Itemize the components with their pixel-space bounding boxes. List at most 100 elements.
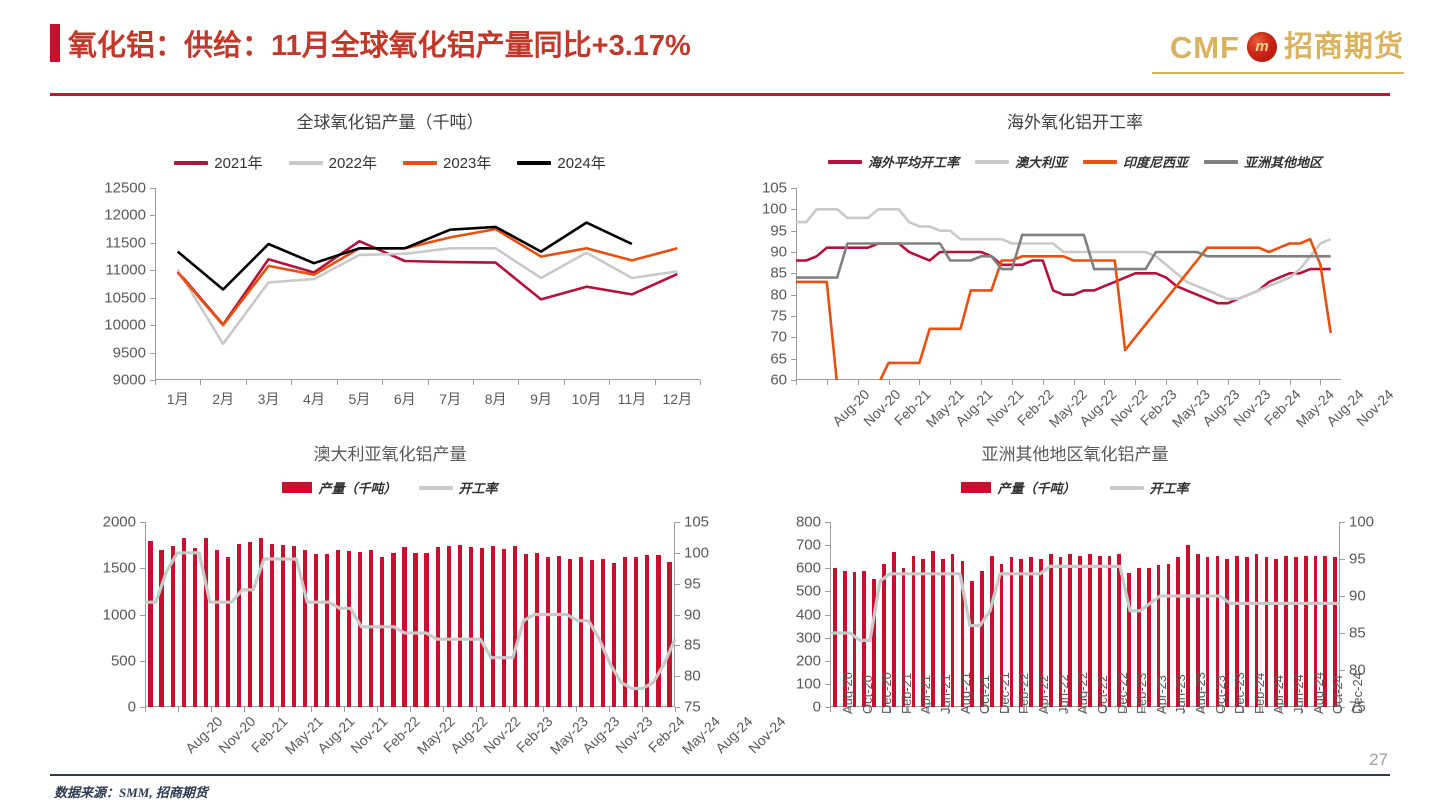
p4-xlabel: Aug-24: [1310, 672, 1326, 714]
legend-label: 开工率: [1149, 481, 1189, 496]
p4-ytick-right-tick: [1340, 633, 1345, 634]
bar: [1303, 555, 1308, 707]
legend-item-0[interactable]: 产量（千吨）: [961, 478, 1076, 497]
bar: [623, 557, 628, 707]
bar: [325, 554, 330, 707]
chart1-title: 全球氧化铝产量（千吨）: [296, 113, 484, 132]
p4-xlabel: Dec-22: [1114, 672, 1130, 714]
p3-xtick: [443, 707, 445, 712]
chart1-ytick-label: 12000: [104, 206, 146, 224]
chart2-ytick-label: 60: [770, 371, 787, 389]
chart1-xtick: [518, 380, 520, 385]
p4-ytick-left-tick: [825, 614, 830, 616]
page-header: 氧化铝：供给：11月全球氧化铝产量同比+3.17% CMF m 招商期货: [0, 0, 1440, 96]
p3-ytick-right-label: 90: [684, 606, 701, 623]
p4-xlabel: Oct-21: [977, 674, 993, 714]
chart1-ytick-tick: [150, 380, 155, 381]
p4-xlabel: Oct-24: [1330, 674, 1346, 714]
p4-xtick: [1006, 707, 1008, 712]
legend-item-0[interactable]: 产量（千吨）: [282, 478, 397, 497]
p3-ytick-left-tick: [140, 522, 145, 523]
p4-xtick: [1104, 707, 1106, 712]
p4-xlabel: Aug-23: [1192, 672, 1208, 714]
p4-xlabel: Feb-22: [1016, 672, 1032, 714]
chart2-y-axis: [796, 188, 797, 380]
legend-bar-swatch: [961, 482, 992, 493]
chart2-xtick: [888, 380, 890, 385]
chart2-ytick-tick: [791, 358, 796, 360]
legend-label: 澳大利亚: [1014, 155, 1067, 170]
legend-line-swatch: [418, 485, 453, 490]
bar: [501, 548, 506, 707]
p4-xlabel: Feb-23: [1134, 672, 1150, 714]
bar: [667, 561, 672, 707]
legend-line-swatch: [974, 159, 1009, 164]
chart1-xlabel: 1月: [166, 391, 189, 407]
p4-xlabel: Aug-22: [1075, 672, 1091, 714]
chart2-ytick-label: 65: [770, 350, 787, 368]
chart4-plot: 800 700 600 500 400 300 200 100 0 100 95 90 85 80 75 Au…: [796, 514, 1374, 716]
chart1-xlabel: 6月: [393, 391, 416, 407]
legend-item-0[interactable]: 2021年: [174, 152, 263, 173]
chart2-xtick: [1011, 380, 1013, 385]
chart1-xlabel: 9月: [530, 391, 552, 407]
page-title: 氧化铝：供给：11月全球氧化铝产量同比+3.17%: [68, 30, 691, 62]
legend-item-1[interactable]: 开工率: [418, 478, 498, 497]
bar: [1088, 554, 1092, 707]
bar: [214, 549, 219, 707]
p3-xtick: [343, 707, 345, 712]
legend-item-1[interactable]: 澳大利亚: [974, 152, 1067, 171]
chart3-legend: 产量（千吨） 开工率: [50, 478, 730, 497]
legend-item-1[interactable]: 开工率: [1109, 478, 1189, 497]
bar: [950, 554, 955, 707]
legend-label: 印度尼西亚: [1123, 155, 1189, 170]
bar: [921, 559, 926, 707]
bar: [645, 555, 650, 707]
bar: [579, 557, 584, 707]
chart1-plot: 12500 12000 11500 11000 10500 10000 9500 9000 1月…: [104, 180, 701, 407]
legend-item-2[interactable]: 印度尼西亚: [1083, 152, 1188, 171]
legend-item-3[interactable]: 2024年: [517, 152, 606, 173]
p3-xlabel: May-24: [679, 713, 724, 758]
chart1-xtick: [609, 380, 611, 385]
p4-xtick: [1340, 707, 1341, 712]
legend-label: 2021年: [214, 155, 263, 172]
p4-ytick-left-tick: [825, 568, 830, 570]
bar: [314, 554, 319, 707]
p4-xtick: [1065, 707, 1067, 712]
bar: [656, 555, 661, 707]
bar: [269, 544, 275, 707]
bar: [203, 537, 208, 707]
chart3-y-axis-right: [674, 522, 675, 707]
chart4-x-axis: [830, 706, 1340, 707]
p4-xtick: [1300, 707, 1302, 712]
chart2-lines: [796, 207, 1332, 380]
legend-item-3[interactable]: 亚洲其他地区: [1204, 152, 1322, 171]
legend-line-swatch: [288, 160, 323, 165]
p4-xlabel: Oct-20: [859, 674, 875, 714]
chart2-ytick-tick: [791, 316, 796, 317]
p3-xtick: [310, 707, 312, 712]
legend-item-0[interactable]: 海外平均开工率: [827, 152, 959, 171]
legend-item-1[interactable]: 2022年: [288, 152, 377, 173]
chart2-ytick-tick: [791, 273, 796, 275]
p4-xlabel: Jun-22: [1055, 674, 1071, 714]
chart2-ytick-label: 105: [761, 179, 787, 197]
chart1-legend: 2021年 2022年 2023年 2024年: [50, 152, 730, 173]
bar: [181, 537, 186, 707]
chart1-xlabel: 12月: [662, 391, 693, 407]
bar: [1284, 555, 1288, 707]
chart1-xtick: [382, 380, 384, 385]
p3-xtick: [244, 707, 246, 712]
legend-line-swatch: [1109, 485, 1144, 490]
p3-ytick-right-label: 95: [684, 575, 701, 593]
chart2-ytick-label: 95: [770, 222, 787, 240]
p4-ytick-left-tick: [825, 660, 830, 662]
chart3-y-axis-left: [145, 522, 146, 707]
bar: [512, 546, 517, 707]
chart1-ytick-label: 11000: [105, 261, 146, 279]
bar: [1029, 556, 1033, 707]
p4-xlabel: Apr-22: [1036, 674, 1052, 714]
legend-item-2[interactable]: 2023年: [403, 152, 491, 173]
p3-ytick-right-label: 75: [684, 698, 701, 716]
